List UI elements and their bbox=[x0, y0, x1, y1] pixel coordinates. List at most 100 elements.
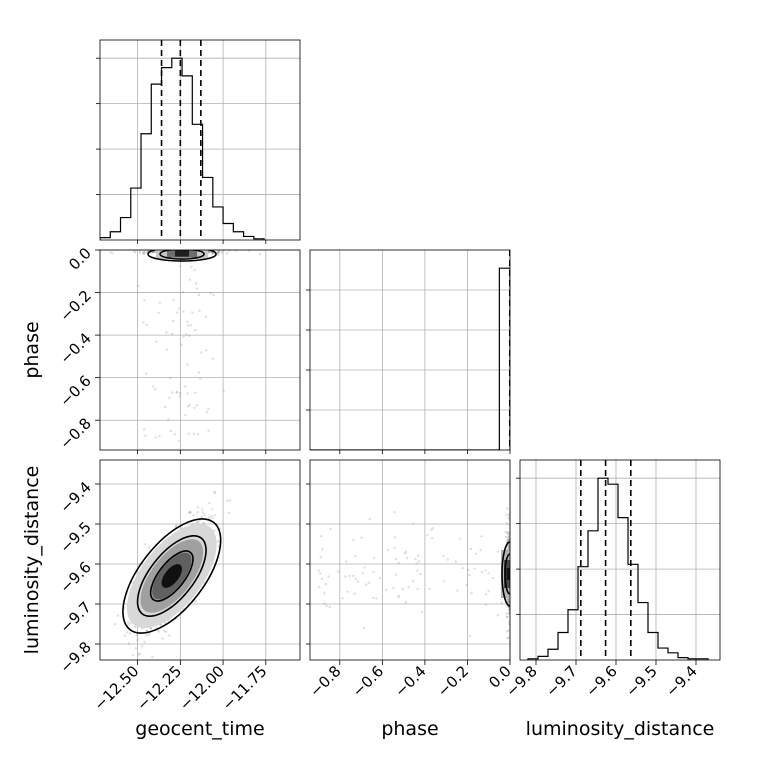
sample-point bbox=[222, 250, 225, 252]
sample-point bbox=[151, 655, 154, 659]
sample-point bbox=[430, 537, 434, 540]
sample-point bbox=[317, 569, 321, 572]
sample-point bbox=[152, 385, 155, 388]
sample-point bbox=[470, 591, 473, 595]
sample-point bbox=[506, 630, 509, 633]
contour bbox=[501, 541, 510, 607]
sample-point bbox=[420, 610, 424, 614]
sample-point bbox=[198, 519, 201, 523]
sample-point bbox=[428, 587, 431, 591]
sample-point bbox=[378, 576, 382, 580]
sample-point bbox=[145, 629, 148, 633]
sample-point bbox=[397, 595, 400, 599]
sample-point bbox=[165, 348, 169, 351]
sample-point bbox=[177, 439, 181, 442]
sample-point bbox=[480, 535, 483, 538]
sample-point bbox=[368, 518, 371, 521]
sample-point bbox=[168, 396, 171, 400]
sample-point bbox=[213, 529, 216, 533]
sample-point bbox=[171, 319, 175, 323]
sample-point bbox=[193, 268, 196, 272]
sample-point bbox=[209, 292, 213, 295]
sample-point bbox=[193, 406, 196, 409]
sample-point bbox=[507, 600, 510, 603]
sample-point bbox=[468, 634, 472, 638]
sample-point bbox=[175, 311, 179, 314]
sample-point bbox=[491, 576, 495, 580]
sample-point bbox=[508, 543, 510, 546]
sample-point bbox=[194, 328, 197, 332]
sample-point bbox=[506, 598, 510, 601]
sample-point bbox=[131, 654, 135, 657]
sample-point bbox=[186, 405, 190, 408]
sample-point bbox=[142, 321, 145, 324]
panel-frame-2-1 bbox=[309, 459, 511, 661]
sample-point bbox=[216, 250, 220, 252]
sample-point bbox=[496, 614, 499, 617]
sample-point bbox=[372, 570, 375, 574]
data-layer bbox=[100, 40, 709, 660]
sample-point bbox=[213, 490, 216, 494]
sample-point bbox=[175, 391, 178, 394]
sample-point bbox=[191, 311, 194, 314]
sample-point bbox=[165, 331, 168, 334]
sample-point bbox=[141, 251, 145, 255]
sample-point bbox=[188, 404, 191, 407]
sample-point bbox=[188, 510, 192, 514]
sample-point bbox=[187, 511, 191, 514]
sample-point bbox=[508, 600, 510, 603]
sample-point bbox=[171, 332, 174, 335]
sample-point bbox=[179, 265, 182, 268]
sample-point bbox=[258, 253, 262, 256]
sample-point bbox=[393, 510, 396, 514]
sample-point bbox=[320, 577, 324, 581]
sample-point bbox=[507, 546, 510, 549]
sample-point bbox=[386, 548, 390, 552]
sample-point bbox=[143, 251, 146, 254]
sample-point bbox=[442, 554, 445, 558]
sample-point bbox=[363, 566, 366, 569]
sample-point bbox=[506, 535, 510, 539]
sample-point bbox=[154, 388, 157, 391]
sample-point bbox=[113, 622, 117, 626]
sample-point bbox=[508, 538, 510, 542]
grid-layer bbox=[100, 40, 720, 660]
sample-point bbox=[144, 434, 147, 437]
sample-point bbox=[133, 251, 137, 254]
sample-point bbox=[171, 391, 174, 394]
sample-point bbox=[354, 577, 357, 580]
sample-point bbox=[203, 513, 206, 517]
sample-point bbox=[187, 334, 191, 337]
sample-point bbox=[152, 250, 156, 254]
sample-point bbox=[212, 293, 215, 297]
sample-point bbox=[505, 513, 508, 517]
sample-point bbox=[148, 633, 151, 636]
sample-point bbox=[248, 250, 251, 253]
sample-point bbox=[157, 630, 161, 633]
panel-frame-0-0 bbox=[99, 39, 301, 241]
sample-point bbox=[394, 573, 397, 576]
sample-point bbox=[184, 385, 187, 388]
sample-point bbox=[205, 349, 208, 352]
sample-point bbox=[137, 284, 140, 287]
sample-point bbox=[507, 534, 510, 537]
sample-point bbox=[508, 543, 510, 547]
sample-point bbox=[407, 586, 410, 589]
sample-point bbox=[352, 538, 355, 542]
density-level bbox=[161, 564, 183, 588]
sample-point bbox=[137, 653, 140, 656]
contour bbox=[136, 535, 207, 617]
sample-point bbox=[211, 252, 214, 256]
sample-point bbox=[397, 594, 401, 598]
sample-point bbox=[320, 548, 324, 551]
sample-point bbox=[484, 569, 487, 572]
sample-point bbox=[169, 429, 173, 433]
sample-point bbox=[181, 290, 185, 294]
sample-point bbox=[128, 622, 132, 625]
sample-point bbox=[136, 638, 139, 642]
sample-point bbox=[135, 634, 138, 637]
sample-point bbox=[195, 520, 199, 523]
sample-point bbox=[404, 601, 408, 604]
sample-point bbox=[419, 572, 422, 576]
